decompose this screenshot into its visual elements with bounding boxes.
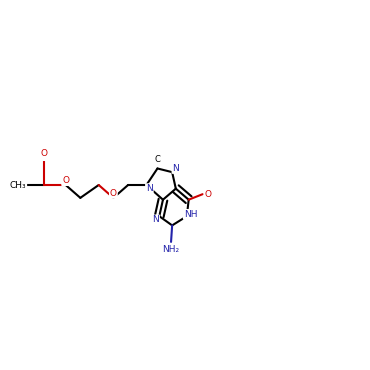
Text: N: N (152, 215, 159, 224)
Text: NH: NH (184, 210, 197, 219)
Text: CH₃: CH₃ (10, 181, 26, 189)
Text: O: O (62, 176, 69, 185)
Text: O: O (110, 189, 117, 198)
Text: O: O (40, 151, 47, 160)
Text: N: N (146, 184, 153, 193)
Text: N: N (172, 164, 179, 173)
Text: NH₂: NH₂ (162, 245, 179, 254)
Text: O: O (40, 149, 47, 158)
Text: O: O (205, 190, 212, 199)
Text: C: C (155, 155, 161, 164)
